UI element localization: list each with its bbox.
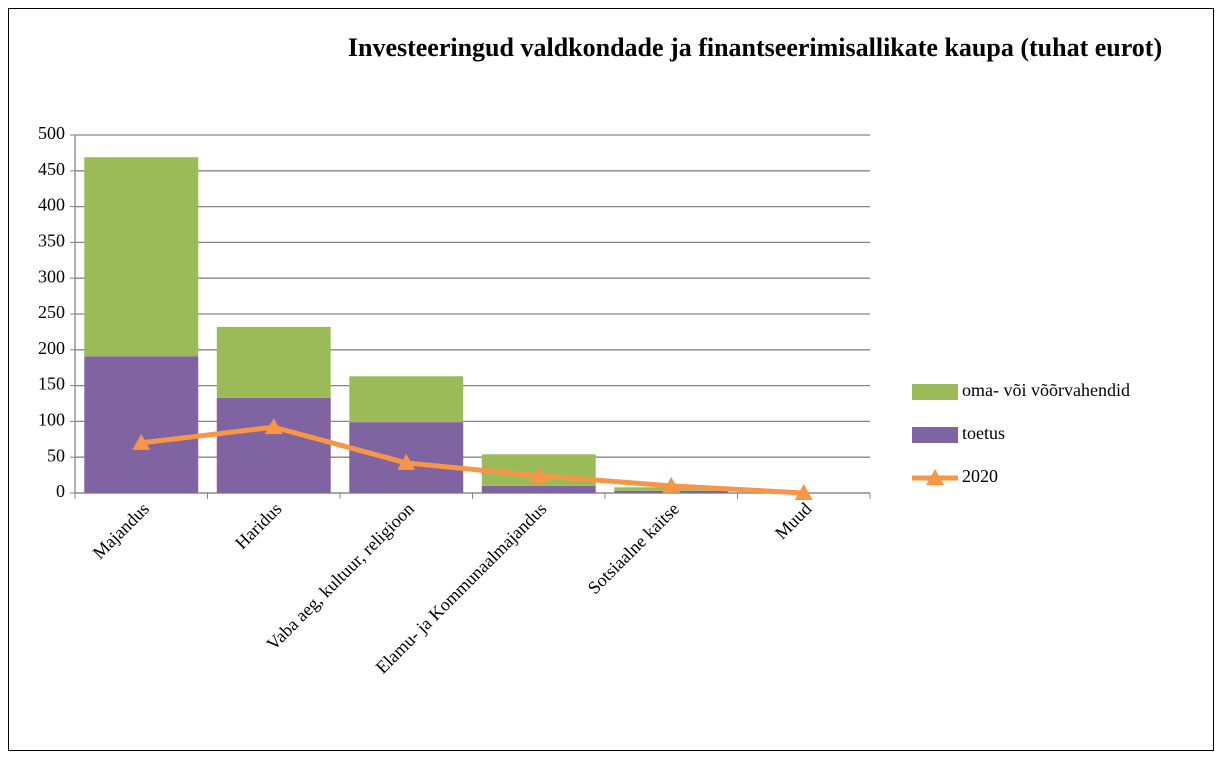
line (140, 424, 804, 496)
y-tick-label: 450 (38, 159, 65, 179)
legend-swatch (912, 384, 958, 400)
bar-segment (349, 376, 464, 423)
bar-segment (481, 485, 596, 493)
y-tick-label: 300 (38, 266, 65, 286)
bar-segment (84, 157, 199, 357)
marker (794, 484, 813, 500)
x-tick-label: Vaba aeg, kultuur, religioon (263, 499, 418, 654)
chart-title: Investeeringud valdkondade ja finantseer… (347, 33, 1163, 62)
marker (662, 476, 681, 493)
marker (529, 466, 548, 483)
marker (264, 418, 283, 435)
legend-label: oma- või võõrvahendid (962, 380, 1130, 400)
x-tick-label: Haridus (231, 499, 285, 553)
x-tick-label: Muud (771, 499, 816, 544)
legend-label: 2020 (962, 466, 998, 486)
legend-marker (926, 469, 944, 485)
y-tick-label: 50 (47, 445, 65, 465)
y-tick-label: 500 (38, 123, 65, 143)
y-tick-label: 250 (38, 302, 65, 322)
y-tick-label: 400 (38, 195, 65, 215)
bar-segment (216, 397, 331, 493)
bar-segment (84, 356, 199, 493)
x-tick-label: Sotsiaalne kaitse (584, 499, 683, 598)
y-tick-label: 150 (38, 374, 65, 394)
y-tick-label: 200 (38, 338, 65, 358)
chart-frame (8, 8, 1214, 751)
marker (132, 433, 151, 450)
y-tick-label: 0 (56, 481, 65, 501)
marker (397, 453, 416, 470)
bar-segment (216, 326, 331, 398)
legend-swatch (912, 427, 958, 443)
y-tick-label: 350 (38, 231, 65, 251)
y-tick-label: 100 (38, 410, 65, 430)
x-tick-label: Majandus (89, 499, 153, 563)
legend-label: toetus (962, 423, 1005, 443)
